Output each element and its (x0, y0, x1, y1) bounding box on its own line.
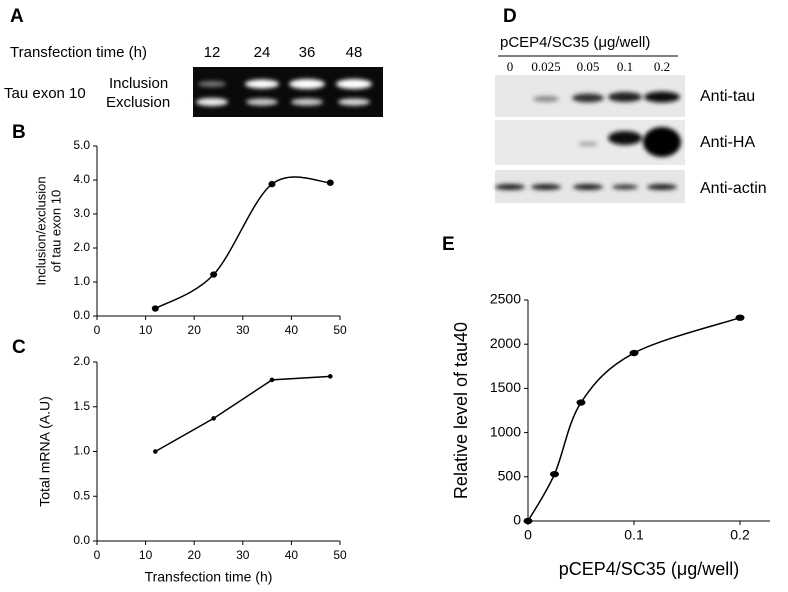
marker (153, 449, 158, 454)
x-tick-label: 0 (94, 323, 101, 337)
panel-label: A (10, 6, 24, 27)
y-tick-label: 2.0 (73, 240, 90, 254)
y-tick-label: 5.0 (73, 138, 90, 152)
y-axis-title: of tau exon 10 (48, 190, 63, 272)
x-tick-label: 10 (139, 548, 153, 562)
marker (523, 517, 533, 525)
y-axis-title: Total mRNA (A.U) (37, 396, 53, 506)
lane-label: 0.1 (617, 59, 633, 74)
y-tick-label: 500 (498, 468, 522, 484)
band-label: Inclusion (109, 75, 168, 92)
line (154, 375, 331, 453)
panel-label: C (12, 337, 26, 358)
marker (268, 180, 276, 188)
marker (550, 470, 559, 478)
x-tick-label: 0.1 (624, 527, 644, 543)
x-axis-title: pCEP4/SC35 (μg/well) (559, 559, 739, 579)
gel-row-title: Transfection time (h) (10, 44, 147, 61)
x-tick-label: 0.2 (730, 527, 750, 543)
marker (576, 399, 586, 406)
lane-label: 12 (204, 44, 221, 61)
y-tick-label: 1.0 (73, 444, 90, 458)
lane-label: 48 (346, 44, 363, 61)
x-tick-label: 10 (139, 323, 153, 337)
y-axis-title: Relative level of tau40 (451, 322, 471, 499)
y-tick-label: 0 (513, 512, 521, 528)
line (527, 316, 741, 522)
blot-row-label: Anti-actin (700, 180, 767, 197)
y-tick-label: 1.5 (73, 399, 90, 413)
marker (629, 349, 639, 357)
x-tick-label: 30 (236, 548, 250, 562)
y-tick-label: 4.0 (73, 172, 90, 186)
marker (210, 271, 218, 278)
x-axis-title: Transfection time (h) (145, 569, 273, 585)
y-tick-label: 2000 (490, 335, 521, 351)
marker (327, 374, 333, 379)
x-tick-label: 40 (285, 323, 299, 337)
marker (326, 179, 334, 186)
blot-row-label: Anti-tau (700, 88, 755, 105)
y-tick-label: 1500 (490, 379, 521, 395)
x-tick-label: 50 (333, 323, 347, 337)
lane-label: 0 (507, 59, 514, 74)
band-label: Exclusion (106, 94, 170, 111)
panel-label: D (503, 6, 517, 27)
y-tick-label: 3.0 (73, 206, 90, 220)
lane-label: 0.025 (531, 59, 560, 74)
x-tick-label: 30 (236, 323, 250, 337)
x-tick-label: 20 (188, 323, 202, 337)
blot-row-label: Anti-HA (700, 134, 755, 151)
lane-label: 0.05 (577, 59, 600, 74)
x-tick-label: 50 (333, 548, 347, 562)
marker (735, 314, 745, 321)
lane-label: 36 (299, 44, 316, 61)
x-tick-label: 0 (94, 548, 101, 562)
panel-label: B (12, 122, 26, 143)
lane-label: 24 (254, 44, 271, 61)
y-tick-label: 2500 (490, 291, 521, 307)
gel-row-label: Tau exon 10 (4, 85, 86, 102)
marker (269, 377, 275, 383)
marker (151, 305, 159, 312)
y-axis-title: Inclusion/exclusion (33, 176, 48, 285)
y-tick-label: 2.0 (73, 354, 90, 368)
y-tick-label: 1.0 (73, 274, 90, 288)
y-tick-label: 0.0 (73, 533, 90, 547)
line (154, 176, 331, 310)
x-tick-label: 20 (188, 548, 202, 562)
y-tick-label: 0.5 (73, 488, 90, 502)
lane-label: 0.2 (654, 59, 670, 74)
gel-image (193, 67, 383, 117)
x-tick-label: 40 (285, 548, 299, 562)
y-tick-label: 0.0 (73, 308, 90, 322)
x-tick-label: 0 (524, 527, 532, 543)
y-tick-label: 1000 (490, 423, 521, 439)
blot-title: pCEP4/SC35 (μg/well) (500, 34, 650, 51)
panel-label: E (442, 234, 455, 255)
marker (211, 416, 216, 421)
blot-image (495, 75, 685, 203)
